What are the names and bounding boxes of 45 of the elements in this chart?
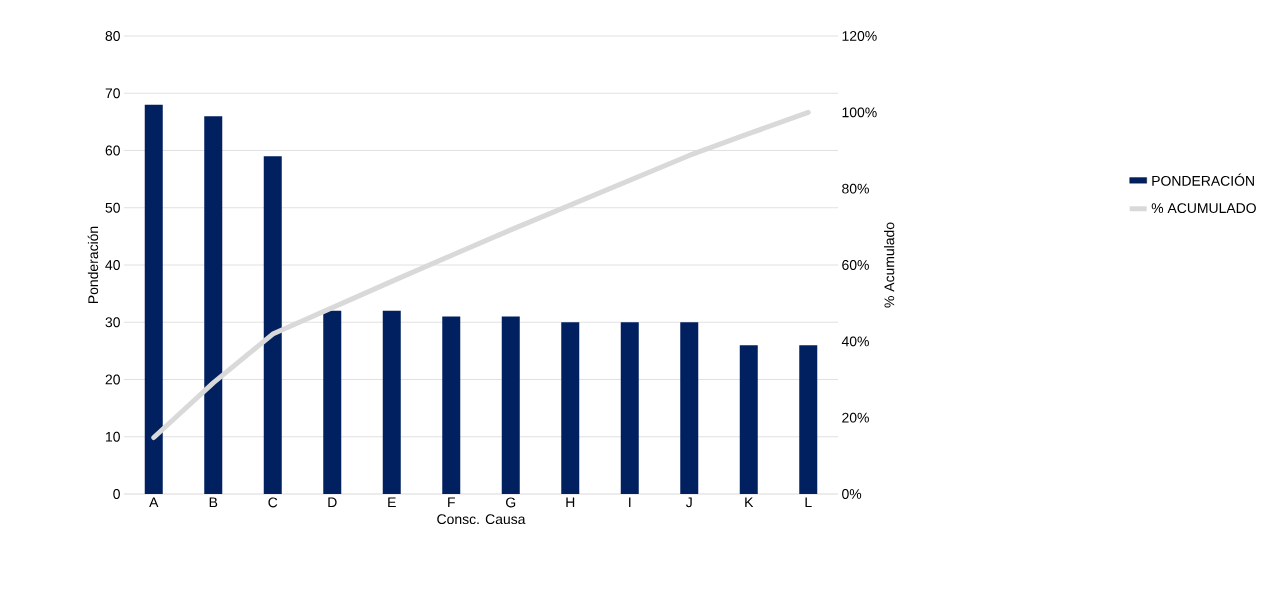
x-tick-label: J	[685, 497, 692, 508]
x-tick-label: I	[629, 497, 631, 508]
y-axis-title: Ponderación	[87, 226, 99, 304]
y-tick-label: 80	[105, 31, 120, 41]
y-tick-label: 40	[105, 260, 120, 270]
y-tick-label: 10	[106, 431, 120, 442]
y2-tick-label: 20%	[842, 412, 869, 423]
bar	[799, 345, 818, 494]
y-tick-label: 60	[105, 145, 120, 156]
x-tick-label: A	[149, 497, 159, 508]
bar	[204, 116, 223, 494]
x-tick-label: B	[209, 497, 218, 508]
bar	[739, 345, 758, 494]
y2-tick-label: 80%	[842, 183, 869, 194]
bar	[561, 322, 580, 494]
y2-tick-label: 100%	[842, 107, 877, 118]
bar	[144, 104, 163, 494]
bar	[620, 322, 639, 494]
x-tick-label: L	[805, 497, 812, 508]
y2-tick-label: 120%	[842, 31, 877, 41]
bar	[501, 316, 520, 494]
x-tick-label: F	[448, 497, 455, 508]
y2-axis-title: % Acumulado	[884, 222, 895, 308]
legend-label: PONDERACIÓN	[1152, 173, 1254, 186]
y-tick-label: 0	[113, 489, 120, 499]
y-tick-label: 70	[105, 88, 120, 99]
bar	[263, 156, 282, 494]
y2-tick-label: 40%	[841, 336, 869, 347]
y-tick-label: 30	[105, 317, 120, 328]
x-tick-label: E	[388, 497, 396, 508]
bar	[382, 310, 401, 494]
bar	[680, 322, 699, 494]
y2-tick-label: 60%	[842, 260, 869, 270]
legend-label: % ACUMULADO	[1151, 203, 1256, 214]
bar	[323, 310, 342, 494]
x-tick-label: D	[328, 497, 337, 508]
x-tick-label: H	[566, 497, 575, 508]
bar	[442, 316, 461, 494]
y2-tick-label: 0%	[842, 489, 862, 499]
x-tick-label: C	[268, 497, 278, 508]
x-axis-title: Consc. Causa	[437, 514, 526, 525]
x-tick-label: G	[506, 497, 516, 508]
y-tick-label: 20	[105, 374, 120, 385]
x-tick-label: K	[745, 497, 754, 508]
y-tick-label: 50	[105, 202, 120, 213]
